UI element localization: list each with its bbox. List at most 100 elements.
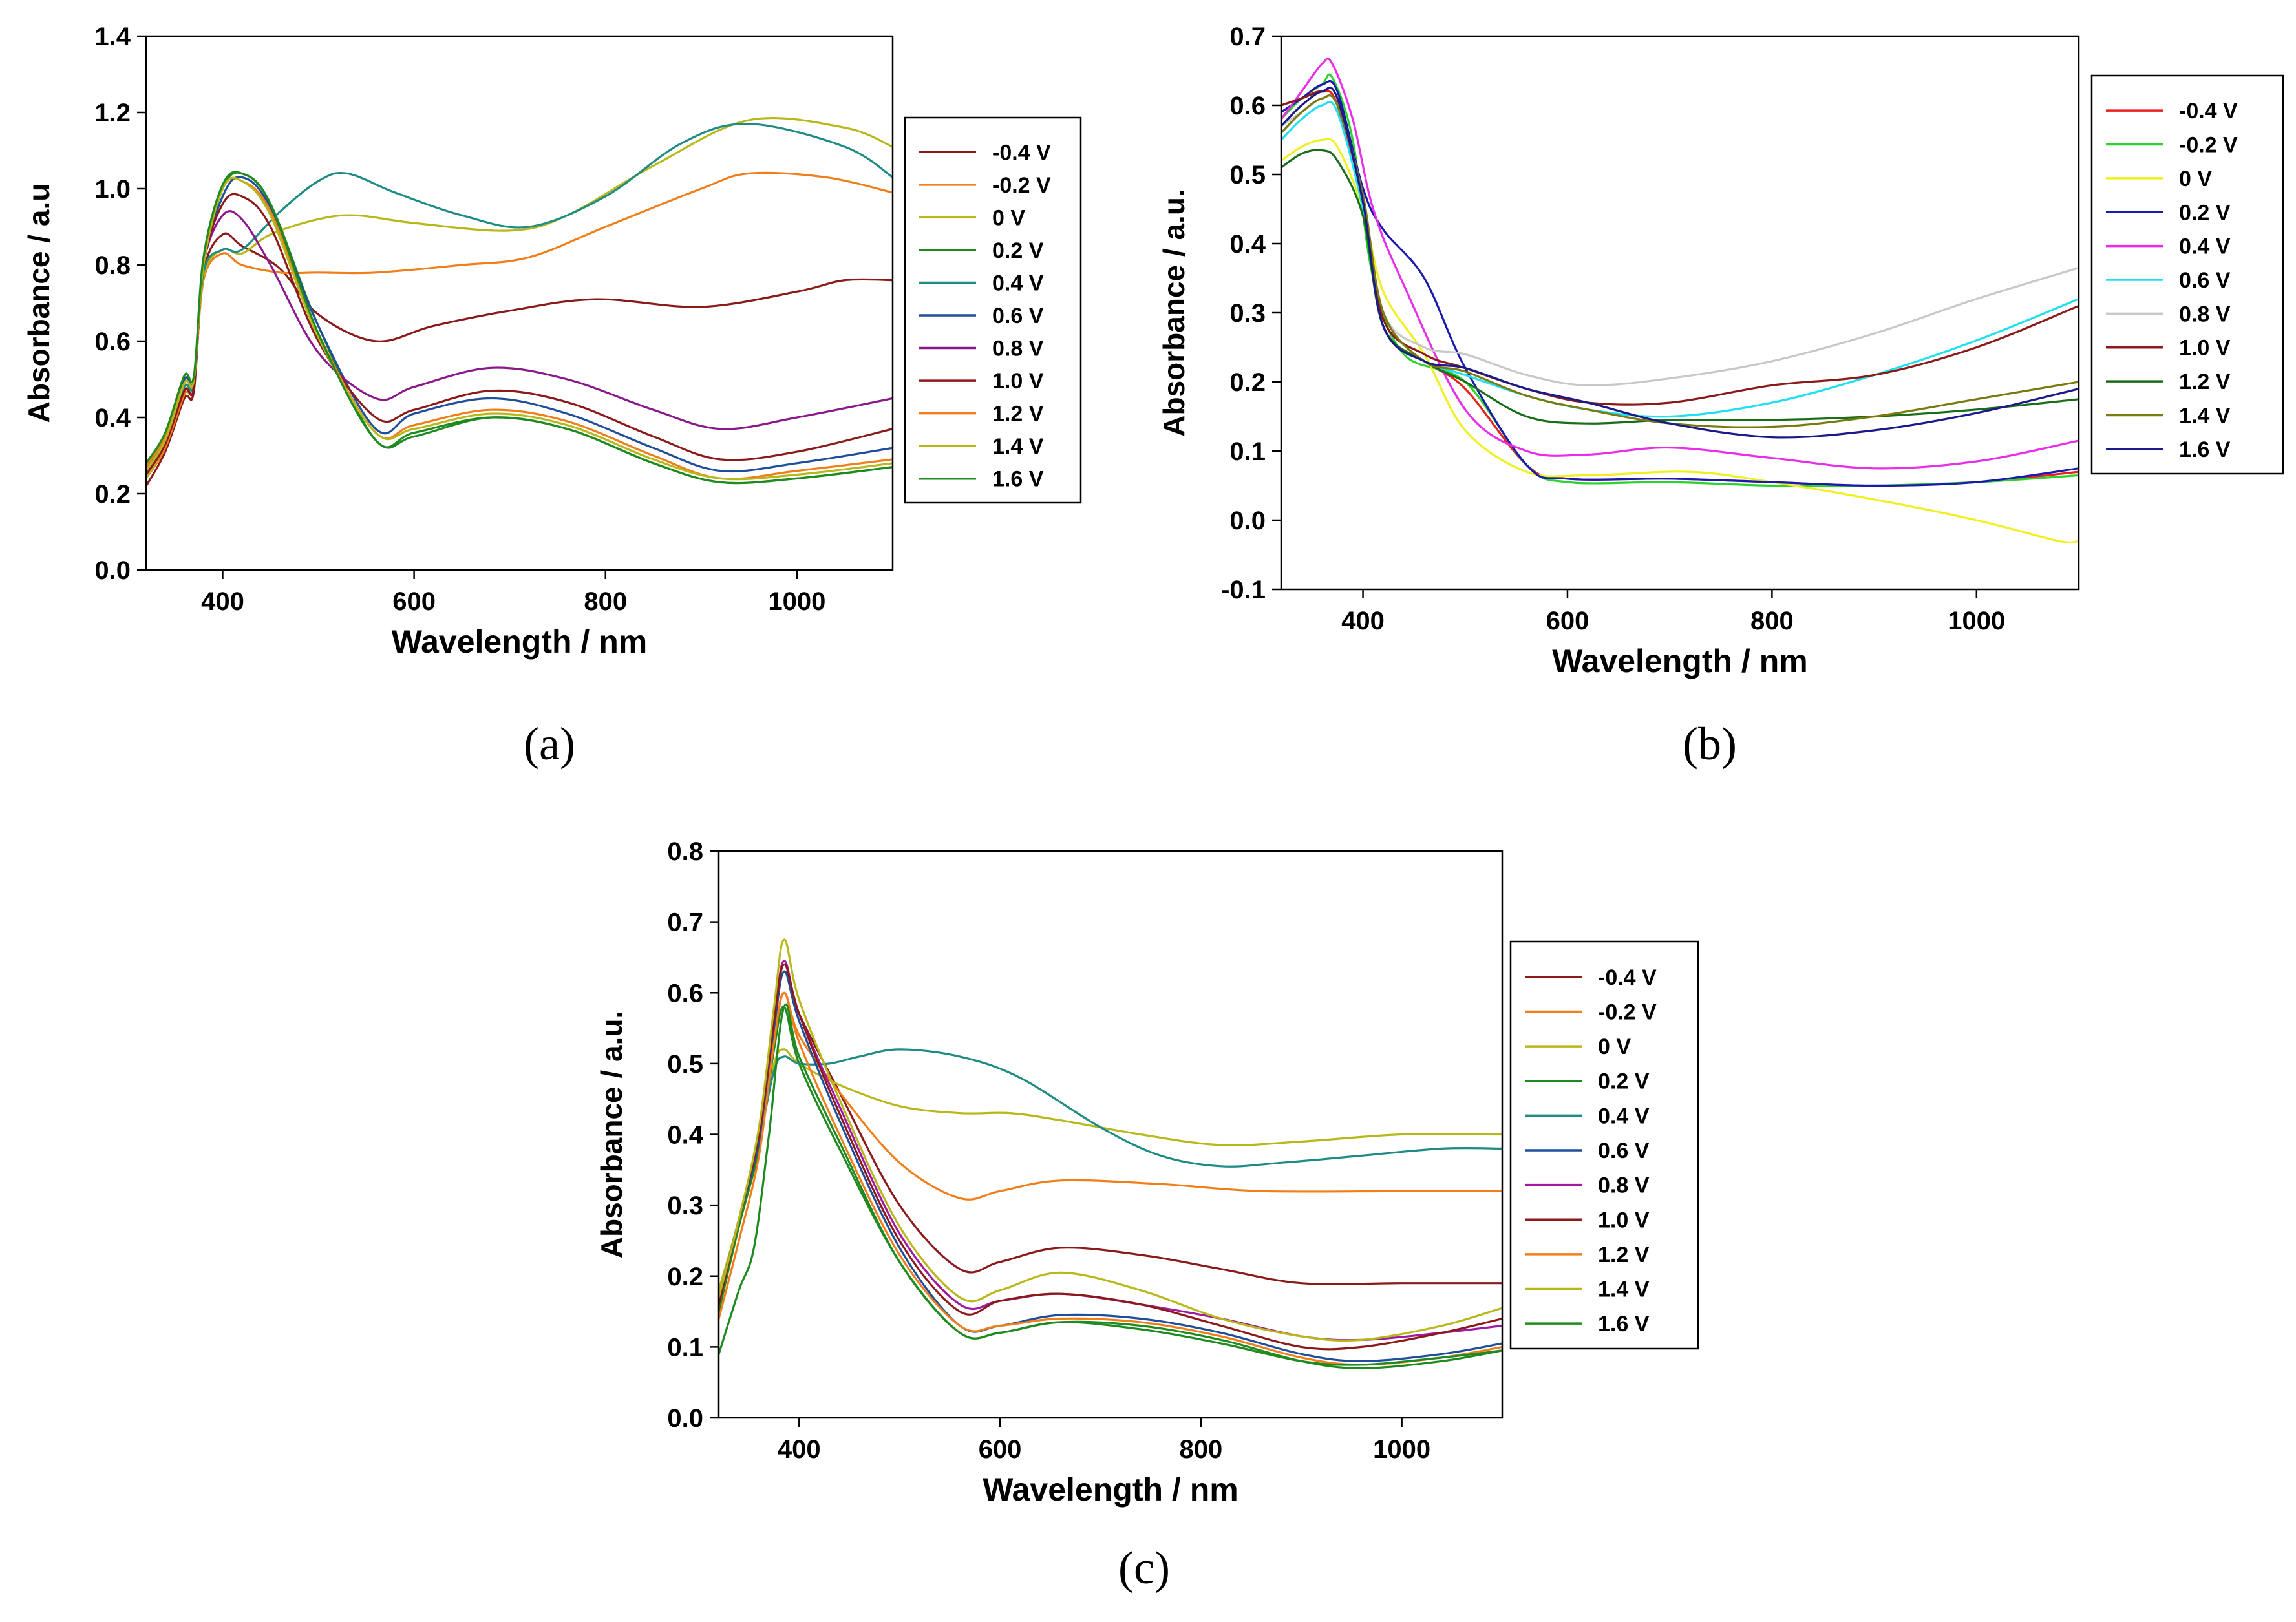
x-tick-label: 400: [778, 1435, 821, 1464]
legend: -0.4 V -0.2 V 0 V 0.2 V 0.4 V 0.6 V 0.8 V 1.0 V…: [904, 116, 1082, 504]
y-tick-label: 0.5: [667, 1050, 703, 1079]
y-tick-label: 1.4: [94, 23, 131, 51]
y-tick-label: 0.2: [94, 480, 131, 509]
x-tick-label: 600: [979, 1435, 1022, 1464]
panel-caption: (a): [524, 718, 575, 770]
chart-a: 400 600 800 1000 0.0 0.2 0.4 0.6 0.8 1.0 1.2 1.4 Wav…: [22, 23, 1082, 770]
series-line: [1281, 101, 2079, 418]
y-tick-label: 0.0: [1229, 507, 1266, 535]
series-line: [719, 970, 1502, 1362]
series-line: [1281, 79, 2079, 487]
x-axis-label: Wavelength / nm: [392, 624, 647, 660]
series-line: [719, 1006, 1502, 1369]
y-tick-label: 0.6: [667, 979, 703, 1007]
x-tick-label: 1000: [1948, 607, 2005, 635]
legend-entry: 0.4 V: [2179, 235, 2231, 259]
y-tick-label: 0.4: [1229, 230, 1266, 258]
legend-entry: 1.0 V: [1598, 1208, 1650, 1232]
legend-entry: 1.0 V: [992, 369, 1044, 394]
series-line: [1281, 58, 2079, 470]
x-axis-label: Wavelength / nm: [1552, 643, 1807, 679]
y-tick-label: 0.4: [667, 1121, 703, 1150]
legend-entry: 0.4 V: [992, 271, 1044, 295]
legend-entry: 0.8 V: [992, 337, 1044, 361]
legend-entry: 1.6 V: [992, 467, 1044, 492]
x-tick-label: 800: [584, 587, 627, 616]
legend-entry: 0.6 V: [1598, 1139, 1650, 1163]
x-axis-label: Wavelength / nm: [983, 1471, 1238, 1508]
plot-frame: [1280, 35, 2080, 591]
legend-entry: 0 V: [2179, 167, 2212, 191]
y-tick-label: 0.7: [667, 909, 703, 937]
y-tick-label: 1.2: [94, 99, 131, 127]
y-tick-label: 0.3: [667, 1192, 703, 1220]
y-tick-label: 0.6: [1229, 92, 1266, 120]
y-tick-label: 0.0: [94, 556, 131, 585]
legend: -0.4 V -0.2 V 0 V 0.2 V 0.4 V 0.6 V 0.8 V 1.0 V…: [1509, 940, 1699, 1350]
series-line: [1281, 86, 2079, 439]
series-line: [146, 176, 893, 473]
y-tick-label: -0.1: [1221, 576, 1266, 604]
series-lines: [146, 116, 893, 487]
legend-entry: 1.6 V: [1598, 1312, 1650, 1336]
series-line: [146, 171, 893, 479]
legend-entry: 0.8 V: [1598, 1174, 1650, 1198]
series-line: [719, 991, 1502, 1366]
series-line: [146, 232, 893, 487]
y-axis-label: Absorbance / a.u.: [1157, 189, 1191, 436]
y-axis-label: Absorbance / a.u.: [595, 1011, 628, 1258]
y-tick-label: 0.1: [1229, 437, 1266, 466]
y-tick-label: 1.0: [94, 175, 131, 204]
legend-entry: 1.6 V: [2179, 437, 2231, 462]
legend-entry: 0 V: [1598, 1035, 1631, 1059]
x-tick-label: 400: [201, 587, 244, 616]
legend-entry: 0.2 V: [1598, 1069, 1650, 1094]
y-tick-label: 0.2: [1229, 368, 1266, 397]
legend-entry: 1.4 V: [992, 434, 1044, 459]
legend-entry: -0.2 V: [1598, 1000, 1657, 1024]
legend-entry: 1.0 V: [2179, 336, 2231, 361]
legend-entry: -0.4 V: [2179, 99, 2238, 123]
legend-entry: -0.2 V: [2179, 133, 2238, 158]
plot-frame: [145, 35, 894, 571]
legend-entry: -0.4 V: [1598, 965, 1657, 990]
x-tick-label: 1000: [768, 587, 825, 616]
series-line: [1281, 90, 2079, 487]
panel-caption: (b): [1683, 718, 1737, 770]
series-line: [146, 171, 893, 485]
y-tick-label: 0.0: [667, 1404, 703, 1433]
x-tick-label: 600: [392, 587, 436, 616]
series-line: [146, 193, 893, 476]
legend-entry: 1.4 V: [1598, 1278, 1650, 1302]
x-tick-label: 1000: [1373, 1435, 1430, 1464]
series-line: [146, 171, 893, 485]
legend-box: [1509, 940, 1699, 1350]
series-lines: [1281, 58, 2079, 544]
legend-entry: 0 V: [992, 205, 1025, 230]
chart-c: 400 600 800 1000 0.0 0.1 0.2 0.3 0.4 0.5 0.6 0.7 0.8…: [595, 837, 1699, 1594]
legend-entry: 0.2 V: [2179, 200, 2231, 225]
y-tick-label: 0.7: [1229, 23, 1266, 51]
legend-entry: -0.4 V: [992, 140, 1051, 165]
y-tick-label: 0.1: [667, 1333, 703, 1362]
series-line: [1281, 138, 2079, 544]
y-tick-label: 0.4: [94, 404, 131, 432]
y-tick-label: 0.8: [667, 837, 703, 866]
legend-entry: -0.2 V: [992, 173, 1051, 198]
legend-entry: 0.8 V: [2179, 302, 2231, 326]
y-axis-label: Absorbance / a.u: [22, 184, 56, 423]
y-tick-label: 0.6: [94, 328, 131, 356]
x-tick-label: 800: [1179, 1435, 1222, 1464]
series-line: [1281, 87, 2079, 406]
y-tick-label: 0.8: [94, 251, 131, 280]
legend-entry: 1.4 V: [2179, 403, 2231, 428]
legend-entry: 0.4 V: [1598, 1104, 1650, 1128]
legend: -0.4 V -0.2 V 0 V 0.2 V 0.4 V 0.6 V 0.8 V 1.0 V…: [2090, 74, 2284, 475]
legend-entry: 1.2 V: [1598, 1243, 1650, 1267]
y-tick-label: 0.3: [1229, 299, 1266, 328]
series-lines: [719, 938, 1502, 1369]
series-line: [146, 177, 893, 480]
series-line: [1281, 94, 2079, 428]
series-line: [719, 938, 1502, 1342]
